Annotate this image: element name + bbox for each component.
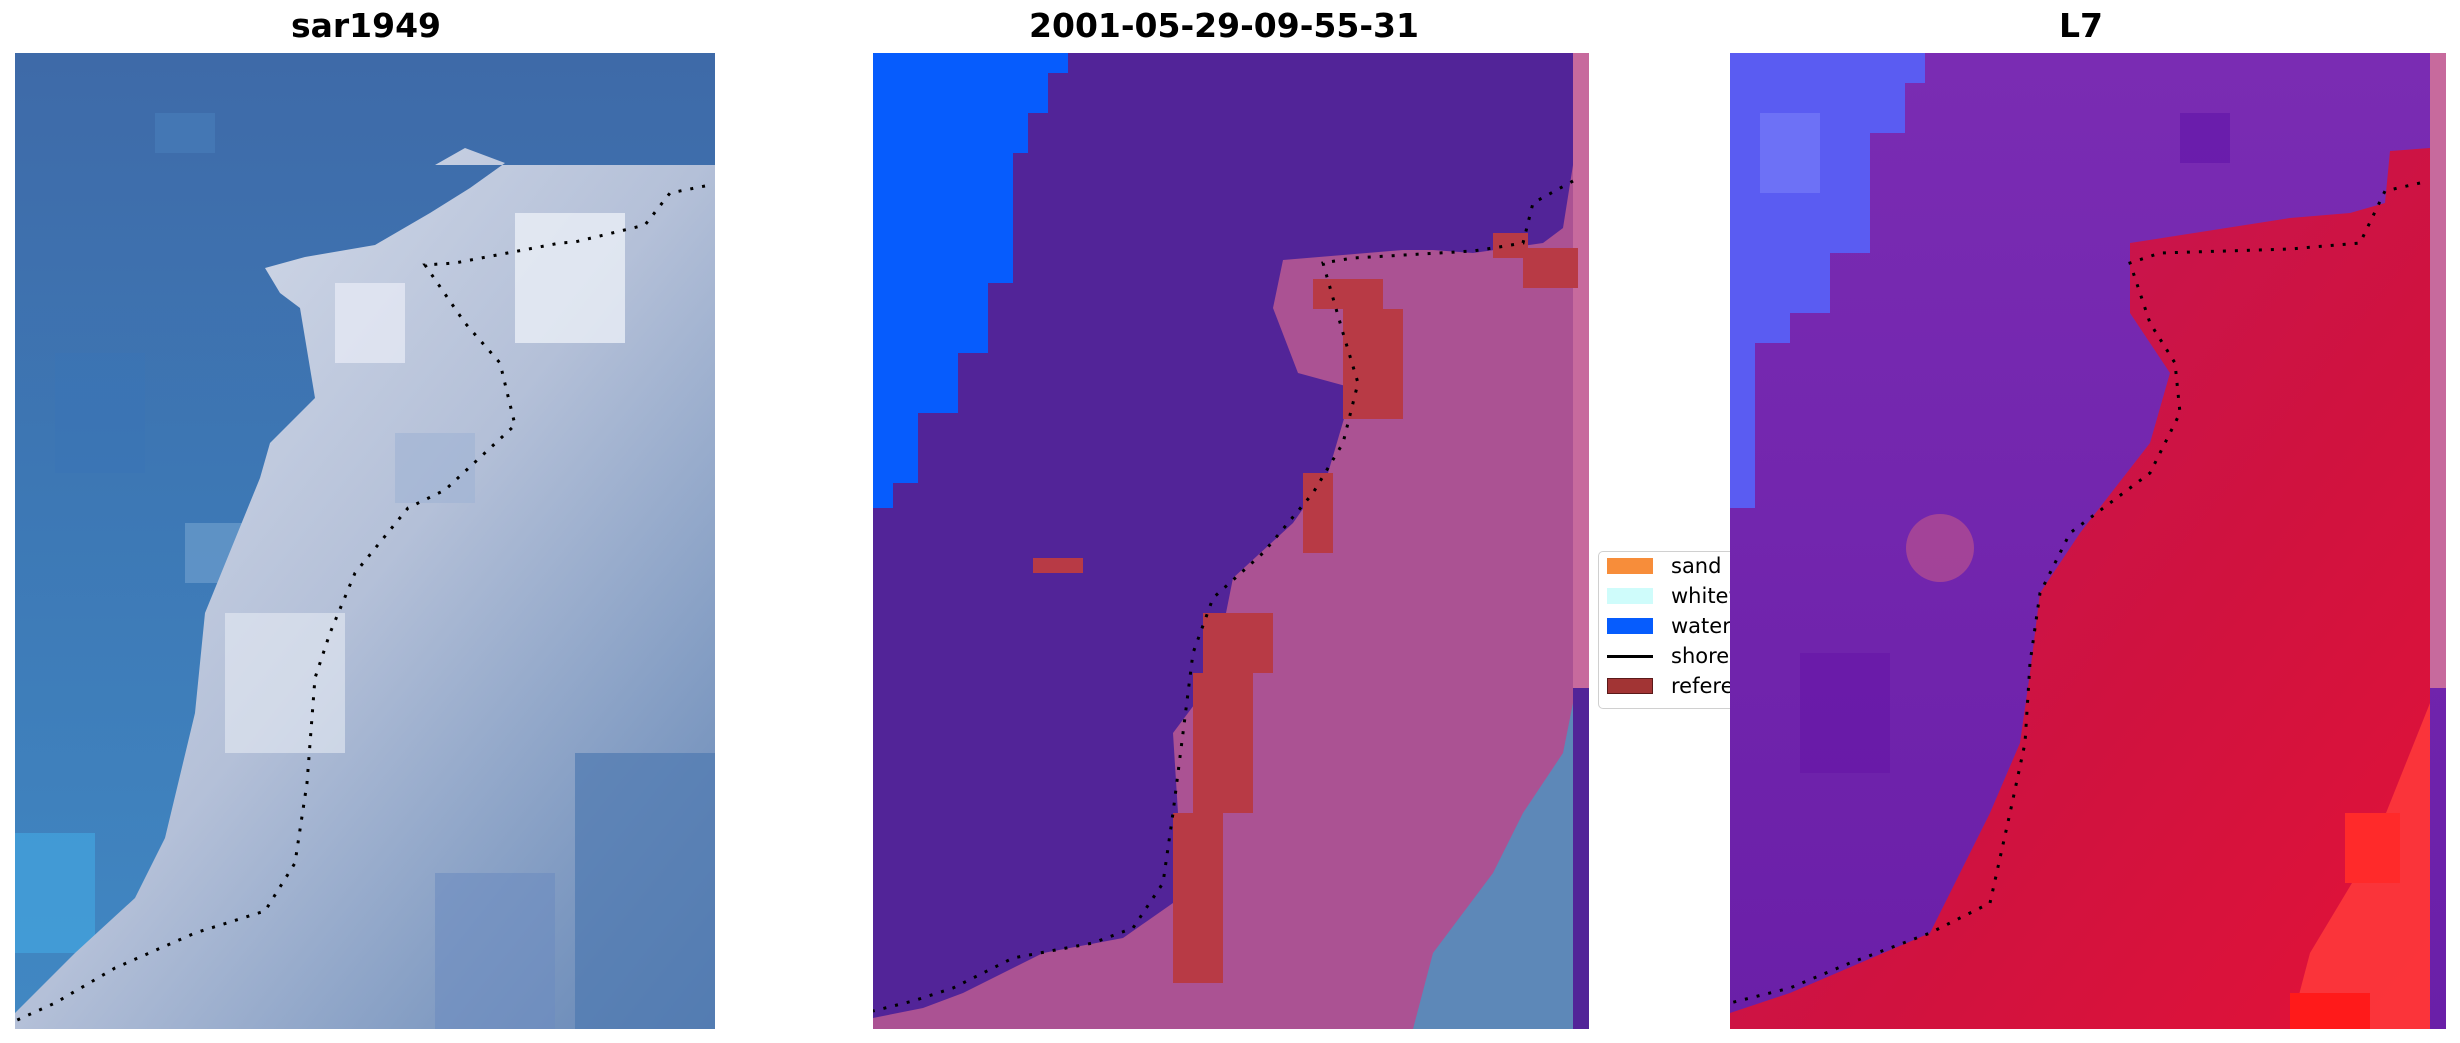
- land-area: [15, 148, 715, 1029]
- legend-item-sand: sand: [1607, 552, 1747, 580]
- land-area: [1730, 148, 2430, 1029]
- reference-class: [1033, 233, 1578, 983]
- sand-swatch: [1607, 558, 1653, 574]
- panel-title-classified: 2001-05-29-09-55-31: [1029, 6, 1419, 45]
- panel-title-l7: L7: [2059, 6, 2103, 45]
- reference-swatch: [1607, 678, 1653, 694]
- panel-title-rgb: sar1949: [290, 6, 442, 45]
- shoreline-line-swatch: [1607, 655, 1653, 658]
- water-class-area: [873, 53, 1068, 508]
- classified-image-panel: [873, 53, 1589, 1029]
- rgb-image-panel: [15, 53, 715, 1029]
- water-swatch: [1607, 618, 1653, 634]
- legend-label-water: water: [1671, 614, 1731, 638]
- whitewater-swatch: [1607, 588, 1653, 604]
- legend-label-sand: sand: [1671, 554, 1722, 578]
- shoreline-dotted: [873, 179, 1574, 1013]
- legend-item-reference: reference: [1607, 672, 1747, 700]
- l7-image-panel: [1730, 53, 2446, 1029]
- legend-item-water: water: [1607, 612, 1747, 640]
- legend-item-shoreline: shoreline: [1607, 642, 1747, 670]
